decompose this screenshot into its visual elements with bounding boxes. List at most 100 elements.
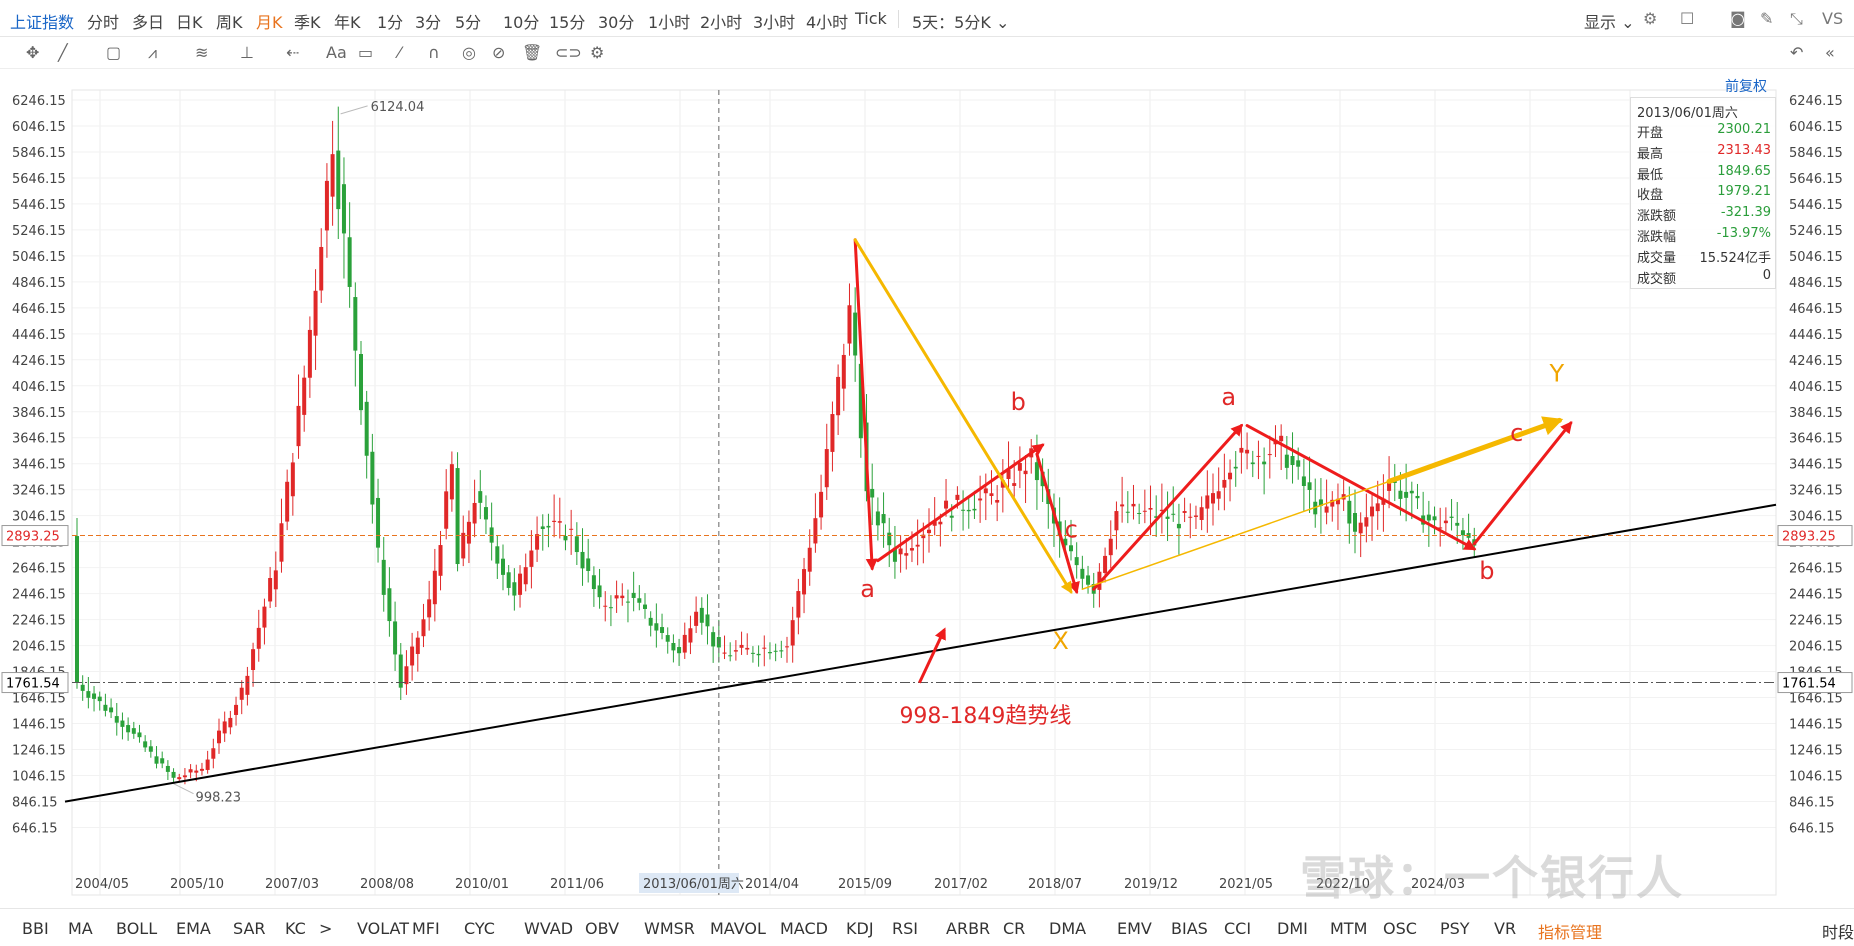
period-tab[interactable]: 1小时 xyxy=(648,13,691,32)
period-tab[interactable]: 月K xyxy=(256,13,283,32)
candle-body xyxy=(1216,491,1221,499)
collapse-icon[interactable]: « xyxy=(1825,43,1835,62)
period-tab[interactable]: 10分 xyxy=(503,13,540,32)
polyline-icon[interactable]: ⩘ xyxy=(148,43,158,62)
settings-icon[interactable]: ⚙ xyxy=(1643,9,1658,28)
candle-body xyxy=(1074,557,1079,566)
vs-button[interactable]: VS xyxy=(1822,9,1844,28)
candle-body xyxy=(1245,449,1250,454)
period-tab[interactable]: 1分 xyxy=(377,13,404,32)
indicator-tab[interactable]: DMI xyxy=(1277,919,1308,938)
period-tab[interactable]: 周K xyxy=(216,13,243,32)
line-icon[interactable]: ╱ xyxy=(58,43,68,62)
period-tab[interactable]: 2小时 xyxy=(700,13,743,32)
indicator-tab[interactable]: BOLL xyxy=(116,919,158,938)
indicator-tab[interactable]: BIAS xyxy=(1171,919,1208,938)
indicator-bar: BBI MA BOLL EMA SAR KC > VOLAT MFI CYC WVAD OBV WMSR… xyxy=(0,908,1854,946)
candle-body xyxy=(444,491,449,529)
wave-label: b xyxy=(1479,557,1494,585)
indicator-tab[interactable]: > xyxy=(319,919,333,938)
fib-icon[interactable]: ≋ xyxy=(195,43,209,62)
measure-icon[interactable]: ⊥ xyxy=(240,43,254,62)
period-tab[interactable]: 年K xyxy=(334,13,361,32)
period-tab[interactable]: 3小时 xyxy=(753,13,796,32)
indicator-tab[interactable]: DMA xyxy=(1049,919,1087,938)
indicator-tab[interactable]: EMV xyxy=(1117,919,1152,938)
display-dropdown[interactable]: 显示 ⌄ xyxy=(1584,13,1635,32)
indicator-tab[interactable]: MAVOL xyxy=(710,919,766,938)
indicator-tab[interactable]: SAR xyxy=(233,919,266,938)
pen-icon[interactable]: ✎ xyxy=(1760,9,1774,28)
candle-body xyxy=(393,621,398,655)
period-tab[interactable]: 多日 xyxy=(132,13,165,32)
indicator-tab[interactable]: MFI xyxy=(412,919,440,938)
indicator-tab[interactable]: MACD xyxy=(780,919,828,938)
indicator-tab[interactable]: RSI xyxy=(892,919,918,938)
indicator-tab[interactable]: KC xyxy=(285,919,306,938)
kline-chart[interactable]: 6246.15 6246.15 6046.15 6046.15 5846.15 5846.… xyxy=(0,70,1854,908)
y-tick-label: 4446.15 xyxy=(1789,328,1843,343)
indicator-tab[interactable]: OSC xyxy=(1383,919,1417,938)
x-tick-label: 2019/12 xyxy=(1124,877,1178,892)
fuquan-toggle[interactable]: 前复权 xyxy=(1725,79,1767,95)
period-tab[interactable]: 30分 xyxy=(598,13,635,32)
info-value: 1979.21 xyxy=(1717,184,1771,200)
indicator-tab[interactable]: KDJ xyxy=(846,919,874,938)
hide-icon[interactable]: ⊘ xyxy=(492,43,506,62)
high-leader xyxy=(340,105,368,115)
indicator-tab[interactable]: 时段 xyxy=(1822,923,1854,942)
period-tab[interactable]: 5分 xyxy=(455,13,482,32)
info-row: 成交额 0 xyxy=(1637,268,1771,288)
candle-body xyxy=(836,376,841,416)
candle-body xyxy=(1381,498,1386,505)
period-tab[interactable]: 季K xyxy=(294,13,321,32)
candle-body xyxy=(1137,512,1142,514)
candle-body xyxy=(961,509,966,511)
y-tick-label: 4446.15 xyxy=(12,328,66,343)
checkbox-icon[interactable]: ☐ xyxy=(1680,9,1695,28)
indicator-tab[interactable]: VOLAT xyxy=(357,919,410,938)
indicator-tab[interactable]: OBV xyxy=(585,919,620,938)
indicator-tab[interactable]: 指标管理 xyxy=(1538,923,1603,942)
text-icon[interactable]: Aa xyxy=(326,43,347,62)
period-tab[interactable]: 日K xyxy=(176,13,203,32)
indicator-tab[interactable]: WVAD xyxy=(524,919,574,938)
y-tick-label: 2046.15 xyxy=(1789,640,1843,655)
candle-body xyxy=(1131,503,1136,507)
period-tab[interactable]: 5天：5分K ⌄ xyxy=(912,13,1010,32)
period-tab[interactable]: 15分 xyxy=(549,13,586,32)
indicator-tab[interactable]: EMA xyxy=(176,919,211,938)
brush-icon[interactable]: ⁄ xyxy=(398,43,401,62)
undo-icon[interactable]: ↶ xyxy=(1790,43,1804,62)
camera-icon[interactable]: ◙ xyxy=(1730,9,1746,28)
info-row: 开盘 2300.21 xyxy=(1637,122,1771,142)
y-tick-label: 6246.15 xyxy=(12,94,66,109)
eye-icon[interactable]: ◎ xyxy=(462,43,476,62)
candle-body xyxy=(779,650,784,652)
rect-icon[interactable]: ▢ xyxy=(106,43,122,62)
trash-icon[interactable]: 🗑 xyxy=(522,43,543,62)
candle-body xyxy=(637,598,642,603)
crosshair-icon[interactable]: ✥ xyxy=(26,43,40,62)
indicator-tab[interactable]: MA xyxy=(68,919,93,938)
period-tab[interactable]: 分时 xyxy=(87,13,120,32)
fullscreen-icon[interactable]: ⤡ xyxy=(1790,9,1803,28)
period-tab[interactable]: 4小时 xyxy=(806,13,849,32)
indicator-tab[interactable]: ARBR xyxy=(946,919,991,938)
indicator-tab[interactable]: CCI xyxy=(1224,919,1252,938)
magnet-icon[interactable]: ∩ xyxy=(428,43,440,62)
indicator-tab[interactable]: PSY xyxy=(1440,919,1470,938)
period-tab[interactable]: Tick xyxy=(855,9,887,28)
settings-icon[interactable]: ⚙ xyxy=(590,43,605,62)
indicator-tab[interactable]: WMSR xyxy=(644,919,695,938)
link-icon[interactable]: ⊂⊃ xyxy=(555,43,582,62)
indicator-tab[interactable]: VR xyxy=(1494,919,1517,938)
indicator-tab[interactable]: BBI xyxy=(22,919,49,938)
stock-title[interactable]: 上证指数 xyxy=(10,13,75,32)
indicator-tab[interactable]: MTM xyxy=(1330,919,1368,938)
indicator-tab[interactable]: CR xyxy=(1003,919,1026,938)
comment-icon[interactable]: ▭ xyxy=(358,43,374,62)
arrow-icon[interactable]: ⇠ xyxy=(286,43,300,62)
period-tab[interactable]: 3分 xyxy=(415,13,442,32)
indicator-tab[interactable]: CYC xyxy=(464,919,495,938)
